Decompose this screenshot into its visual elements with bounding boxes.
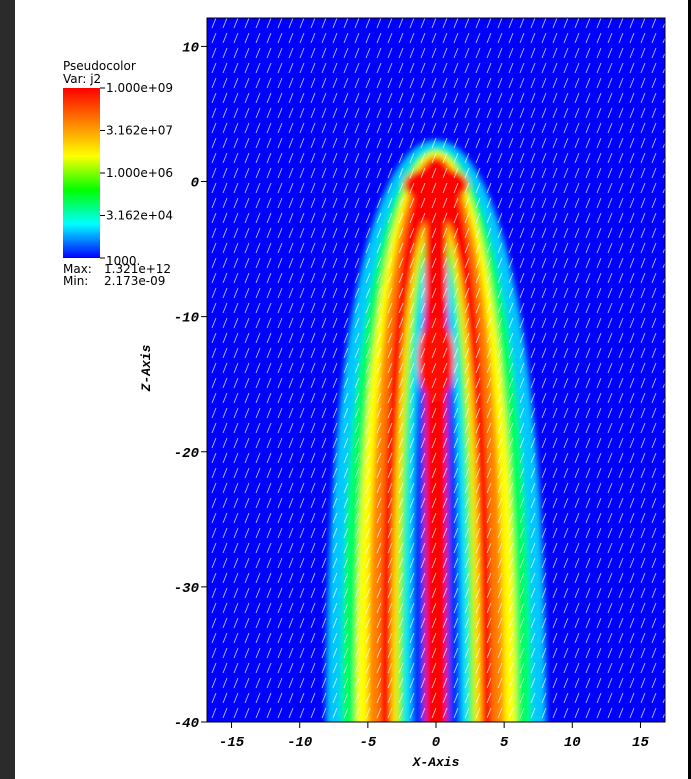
y-tick-label: 10 — [182, 40, 199, 56]
vector-field — [207, 18, 665, 722]
colorbar-label: 1000. — [106, 254, 140, 268]
x-tick-label: -10 — [287, 735, 312, 751]
colorbar-label: 3.162e+04 — [106, 209, 173, 223]
colorbar-label: 1.000e+06 — [106, 166, 173, 180]
min-value: 2.173e-09 — [104, 274, 165, 288]
y-tick-label: -30 — [174, 581, 199, 597]
x-tick-label: 15 — [632, 735, 649, 751]
x-tick-label: 5 — [500, 735, 509, 751]
y-tick-label: -20 — [174, 446, 199, 462]
field-image — [207, 18, 665, 722]
min-caption: Min: — [63, 274, 88, 288]
legend-variable: Var: j2 — [63, 72, 101, 86]
x-tick-label: -5 — [359, 735, 376, 751]
max-caption: Max: — [63, 262, 92, 276]
y-tick-label: 0 — [191, 176, 199, 192]
x-tick-label: 10 — [564, 735, 581, 751]
y-axis-title: Z-Axis — [139, 344, 154, 392]
max-value: 1.321e+12 — [104, 262, 171, 276]
y-tick-label: -10 — [174, 311, 199, 327]
side-strip — [0, 0, 15, 779]
legend-title: Pseudocolor — [63, 59, 136, 73]
y-tick-label: -40 — [174, 716, 199, 732]
x-axis-title: X-Axis — [412, 755, 460, 770]
x-tick-label: 0 — [432, 735, 440, 751]
annotations: Pseudocolor Var: j2 Max: 1.321e+12 Min: … — [63, 59, 460, 770]
colorbar-label: 1.000e+09 — [106, 81, 173, 95]
colorbar — [63, 88, 100, 258]
x-tick-label: -15 — [219, 735, 245, 751]
colorbar-label: 3.162e+07 — [106, 124, 173, 138]
